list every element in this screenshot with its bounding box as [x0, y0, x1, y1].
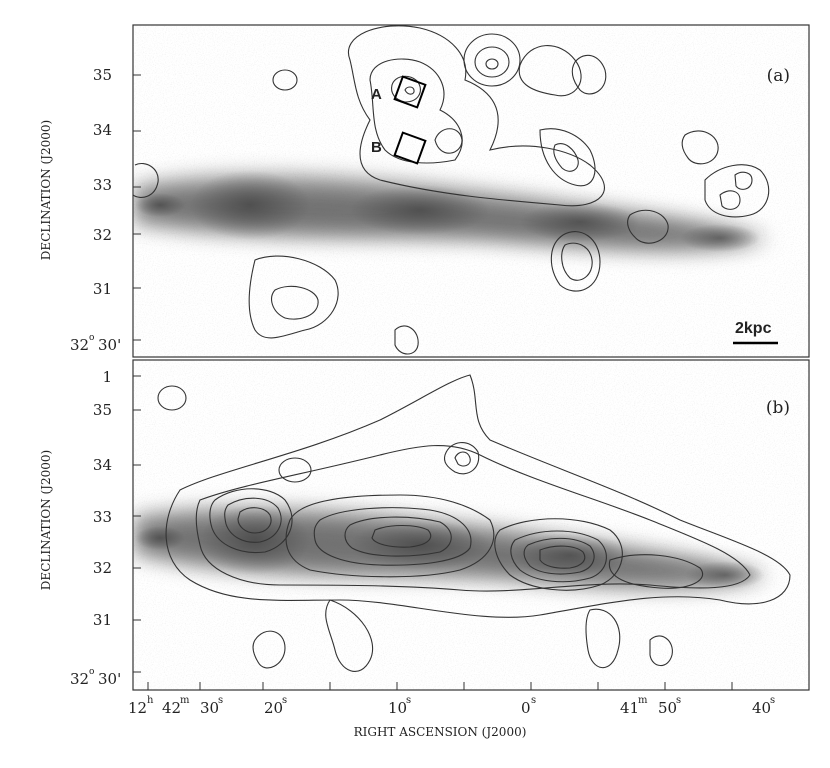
panel-a-yorigin-sup: o: [89, 333, 94, 343]
x-axis: 12 h 42 m 30 s 20 s 10 s 0 s 41 m 50 s: [128, 682, 775, 739]
panel-a-label: (a): [767, 66, 790, 86]
box-b-label: B: [371, 139, 382, 156]
panel-b-yorigin-deg: 32: [70, 670, 89, 688]
panel-b-ytick-1: 35: [93, 401, 112, 419]
panel-b-label: (b): [766, 398, 790, 418]
svg-text:12: 12: [128, 699, 147, 717]
panel-a-ytick-0: 35: [93, 66, 112, 84]
xtick-label-0: 12 h: [128, 695, 154, 717]
scalebar-label: 2kpc: [735, 320, 772, 337]
svg-text:s: s: [531, 695, 536, 706]
svg-text:0: 0: [521, 699, 531, 717]
xtick-label-6: 41 m: [620, 695, 648, 717]
xtick-label-1: 42 m: [162, 695, 190, 717]
xtick-label-5: 0 s: [521, 695, 536, 717]
svg-text:s: s: [406, 695, 411, 706]
panel-a-image: [133, 25, 809, 357]
svg-text:20: 20: [264, 699, 283, 717]
svg-text:40: 40: [752, 699, 771, 717]
panel-a-yorigin-min: 30': [98, 336, 121, 354]
panel-b-yticks-marks: [133, 375, 141, 673]
svg-text:50: 50: [658, 699, 677, 717]
svg-text:m: m: [638, 695, 648, 706]
panel-a: 35 34 33 32 31 32 o 30' DECLINATION (J20…: [39, 24, 810, 358]
panel-b-ytick-4: 32: [93, 559, 112, 577]
x-axis-label: RIGHT ASCENSION (J2000): [354, 725, 527, 739]
svg-text:10: 10: [388, 699, 407, 717]
svg-text:m: m: [180, 695, 190, 706]
panel-a-yorigin-deg: 32: [70, 336, 89, 354]
panel-a-ylabel: DECLINATION (J2000): [39, 120, 53, 260]
panel-b-image: [133, 360, 809, 690]
panel-b-yorigin-sup: o: [89, 667, 94, 677]
panel-b-yorigin-min: 30': [98, 670, 121, 688]
box-b: [393, 131, 427, 165]
panel-b-ytick-0: 1: [102, 368, 112, 386]
svg-text:s: s: [770, 695, 775, 706]
svg-text:s: s: [218, 695, 223, 706]
box-a-label: A: [371, 86, 382, 103]
svg-text:s: s: [282, 695, 287, 706]
panel-a-ytick-3: 32: [93, 226, 112, 244]
xtick-marks: [147, 682, 733, 690]
panel-b-ylabel: DECLINATION (J2000): [39, 450, 53, 590]
svg-text:41: 41: [620, 699, 639, 717]
xtick-label-7: 50 s: [658, 695, 681, 717]
panel-b-ytick-2: 34: [93, 456, 112, 474]
svg-text:h: h: [147, 695, 154, 706]
svg-text:42: 42: [162, 699, 181, 717]
panel-a-ytick-2: 33: [93, 176, 112, 194]
xtick-label-4: 10 s: [388, 695, 411, 717]
xtick-label-8: 40 s: [752, 695, 775, 717]
panel-a-ytick-4: 31: [93, 280, 112, 298]
panel-b-ytick-3: 33: [93, 508, 112, 526]
panel-a-ytick-1: 34: [93, 121, 112, 139]
box-a: [393, 75, 427, 109]
svg-text:s: s: [676, 695, 681, 706]
xtick-label-3: 20 s: [264, 695, 287, 717]
xtick-label-2: 30 s: [200, 695, 223, 717]
panel-a-yticks-marks: [133, 74, 141, 341]
panel-b: 1 35 34 33 32 31 32 o 30' DECLINATION (J…: [39, 359, 810, 691]
panel-b-ytick-5: 31: [93, 611, 112, 629]
svg-text:30: 30: [200, 699, 219, 717]
